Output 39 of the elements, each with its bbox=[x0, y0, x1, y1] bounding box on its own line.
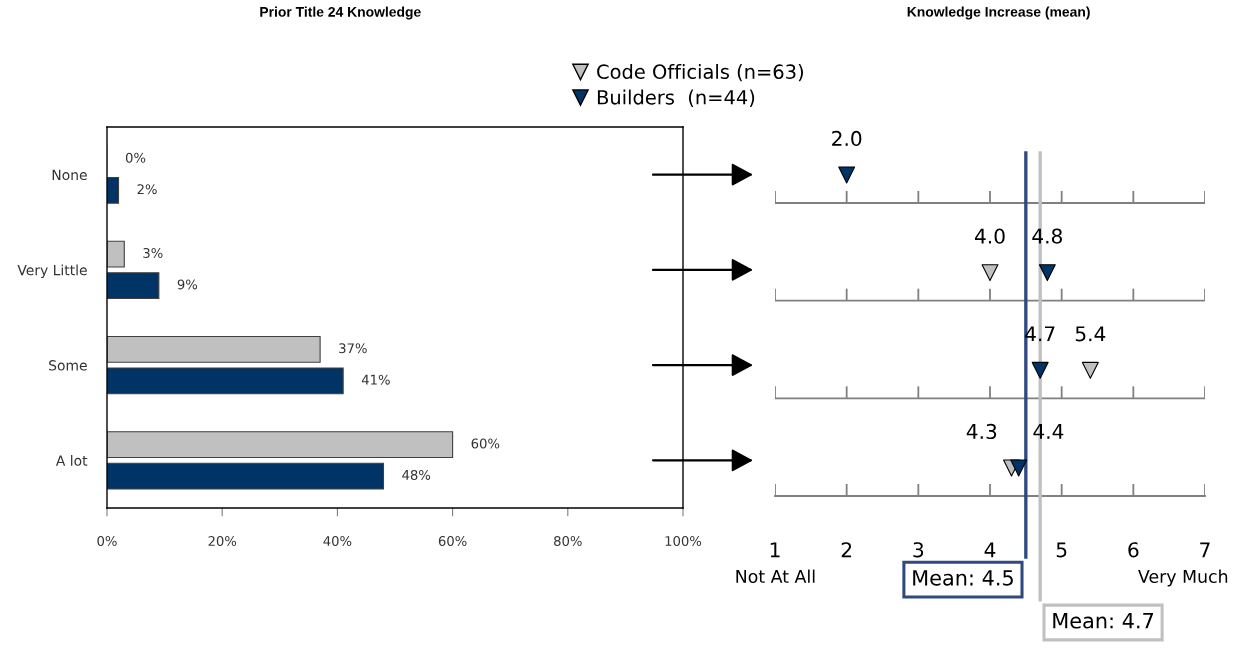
y-tick-label: Very Little bbox=[17, 264, 87, 279]
x-tick-label: 60% bbox=[438, 536, 467, 546]
data-label: 4.4 bbox=[1033, 424, 1064, 439]
y-tick-label: None bbox=[52, 169, 87, 181]
data-label: 37% bbox=[339, 343, 367, 354]
x-tick-label: 5 bbox=[1056, 542, 1067, 558]
data-label: 5.4 bbox=[1075, 326, 1106, 342]
x-tick-label: 1 bbox=[770, 542, 780, 558]
data-label: 41% bbox=[361, 374, 390, 385]
ref-line-label: Mean: 4.5 bbox=[913, 570, 1013, 586]
x-tick-label: 80% bbox=[554, 536, 582, 546]
x-tick-label: 6 bbox=[1128, 542, 1139, 558]
data-label: 2% bbox=[137, 184, 157, 195]
chart-title: Knowledge Increase (mean) bbox=[907, 6, 1090, 20]
x-tick-label: 40% bbox=[323, 536, 352, 546]
data-label: 2.0 bbox=[832, 130, 862, 147]
x-tick-label: 4 bbox=[984, 542, 996, 558]
x-tick-label: 2 bbox=[841, 542, 852, 558]
data-label: 4.0 bbox=[974, 228, 1005, 244]
legend-label: Builders (n=44) bbox=[597, 89, 755, 107]
text: Very Much bbox=[1138, 569, 1228, 587]
chart-title: Prior Title 24 Knowledge bbox=[260, 6, 421, 20]
data-label: 4.8 bbox=[1032, 228, 1062, 244]
x-tick-label: 0% bbox=[97, 536, 117, 546]
data-label: 4.3 bbox=[966, 423, 997, 440]
data-label: 48% bbox=[402, 469, 431, 480]
data-label: 3% bbox=[143, 248, 163, 258]
data-label: 9% bbox=[177, 279, 198, 290]
x-tick-label: 3 bbox=[913, 542, 924, 558]
y-tick-label: Some bbox=[49, 360, 87, 371]
ref-line-label: Mean: 4.7 bbox=[1053, 613, 1154, 629]
y-tick-label: A lot bbox=[55, 455, 88, 466]
data-label: 0% bbox=[125, 152, 146, 163]
legend-label: Code Officials (n=63) bbox=[597, 63, 803, 82]
data-label: 60% bbox=[471, 438, 500, 449]
x-tick-label: 7 bbox=[1200, 542, 1210, 558]
x-tick-label: 20% bbox=[208, 536, 237, 546]
x-tick-label: 100% bbox=[665, 536, 702, 546]
text: Not At All bbox=[736, 569, 815, 584]
